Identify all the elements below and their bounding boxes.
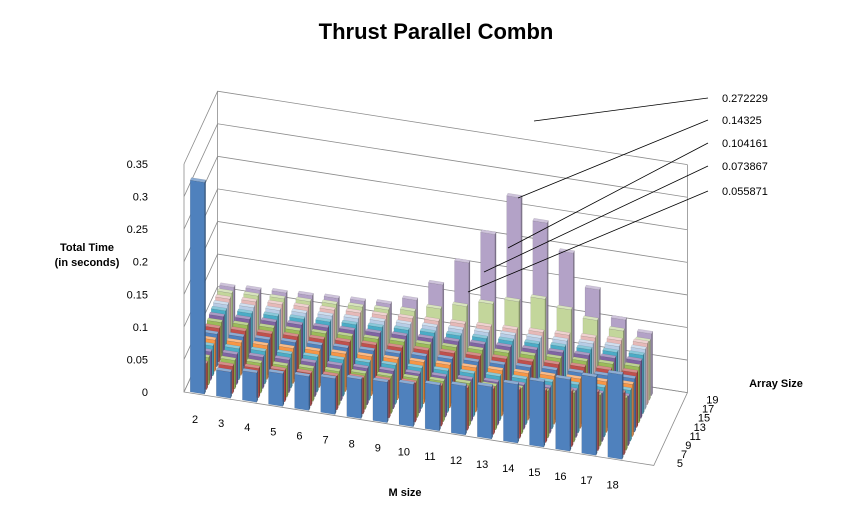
- bar: [555, 374, 572, 452]
- x-tick-label: 14: [502, 463, 514, 475]
- x-tick-label: 5: [270, 426, 276, 438]
- callouts: 0.272229 0.14325 0.104161 0.073867 0.055871: [467, 93, 768, 293]
- z-tick-label: 15: [698, 413, 710, 425]
- x-tick-label: 18: [607, 479, 619, 491]
- z-tick-label: 7: [681, 449, 687, 461]
- x-tick-label: 12: [450, 455, 462, 467]
- y-tick-label: 0: [142, 387, 148, 399]
- z-tick-label: 13: [694, 422, 706, 434]
- y-tick-label: 0.25: [127, 224, 148, 236]
- bar: [503, 379, 520, 444]
- bar: [294, 371, 311, 411]
- y-axis-title-line1: Total Time: [60, 242, 114, 254]
- callout-label: 0.14325: [722, 115, 762, 127]
- x-tick-label: 2: [192, 414, 198, 426]
- callout-label: 0.073867: [722, 161, 768, 173]
- callout-leader: [507, 142, 709, 249]
- x-tick-label: 9: [375, 443, 381, 455]
- bar: [581, 372, 598, 456]
- callout-label: 0.055871: [722, 186, 768, 198]
- x-tick-label: 6: [296, 430, 302, 442]
- x-axis-title: M size: [388, 487, 421, 499]
- callout-leader: [517, 119, 709, 199]
- x-tick-label: 8: [349, 439, 355, 451]
- gridline: [183, 123, 688, 198]
- z-tick-label: 11: [689, 431, 700, 443]
- bar: [320, 373, 337, 415]
- bar: [346, 374, 363, 419]
- bar: [607, 369, 624, 460]
- y-tick-label: 0.05: [127, 354, 148, 366]
- bar: [398, 379, 415, 428]
- y-axis-ticks: 0 0.05 0.1 0.15 0.2 0.25 0.3 0.35: [127, 159, 148, 399]
- bar: [450, 381, 468, 436]
- y-tick-label: 0.15: [127, 289, 148, 301]
- bars: [189, 177, 654, 460]
- callout-label: 0.272229: [722, 93, 768, 105]
- bar: [189, 177, 207, 395]
- y-axis-title-line2: (in seconds): [55, 257, 120, 269]
- bar: [529, 377, 546, 448]
- x-tick-label: 11: [424, 451, 435, 463]
- y-tick-label: 0.1: [133, 322, 148, 334]
- bar: [372, 377, 389, 423]
- x-tick-label: 7: [322, 434, 328, 446]
- x-tick-label: 13: [476, 459, 488, 471]
- z-tick-label: 17: [702, 404, 714, 416]
- z-axis-title: Array Size: [749, 378, 803, 390]
- gridline: [183, 90, 688, 166]
- z-tick-label: 9: [685, 440, 691, 452]
- z-tick-label: 5: [677, 458, 683, 470]
- y-tick-label: 0.2: [133, 257, 148, 269]
- y-tick-label: 0.35: [127, 159, 148, 171]
- bar: [424, 380, 441, 432]
- bar: [216, 367, 233, 399]
- chart-title: Thrust Parallel Combn: [319, 19, 554, 44]
- bar: [477, 381, 494, 440]
- x-tick-label: 17: [580, 475, 592, 487]
- callout-leader: [467, 190, 709, 293]
- bar: [268, 368, 285, 407]
- x-tick-label: 16: [554, 471, 566, 483]
- y-tick-label: 0.3: [133, 192, 148, 204]
- bar: [242, 368, 259, 403]
- x-tick-label: 15: [528, 467, 540, 479]
- gridline: [183, 188, 688, 263]
- callout-leader: [483, 165, 709, 273]
- callout-leader: [533, 97, 709, 122]
- x-tick-label: 4: [244, 422, 250, 434]
- x-tick-label: 10: [398, 447, 410, 459]
- callout-label: 0.104161: [722, 138, 768, 150]
- z-tick-label: 19: [706, 394, 718, 406]
- x-tick-label: 3: [218, 418, 224, 430]
- x-axis-ticks: 2 3 4 5 6 7 8 9 10 11 12 13 14 15 16 17 18: [192, 414, 619, 491]
